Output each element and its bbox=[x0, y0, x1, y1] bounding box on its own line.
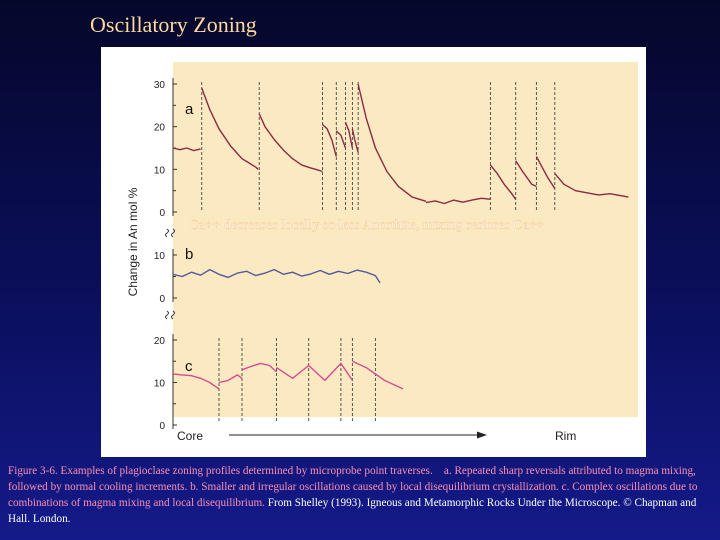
series-segment-c-2 bbox=[241, 362, 277, 373]
caption-c: c. Complex oscillations due to combinati… bbox=[8, 481, 698, 509]
series-segment-c-4 bbox=[352, 360, 404, 390]
panel-label-c: c bbox=[185, 358, 193, 375]
y-tick-label: 0 bbox=[159, 421, 165, 432]
axis-break-mark bbox=[165, 310, 175, 320]
series-segment-c-3 bbox=[276, 362, 353, 382]
chart-panels: 0 10 20 30 a 0 10 b 0 10 20 c bbox=[154, 78, 629, 432]
slide-title: Oscillatory Zoning bbox=[90, 12, 257, 37]
panel-label-b: b bbox=[185, 246, 193, 263]
caption-a: a. Repeated sharp reversals attributed t… bbox=[8, 465, 696, 493]
figure-caption: Figure 3-6. Examples of plagioclase zoni… bbox=[8, 463, 714, 527]
panel-label-a: a bbox=[185, 101, 194, 118]
y-tick-label: 10 bbox=[154, 251, 166, 262]
series-segment-a-9 bbox=[489, 164, 517, 200]
series-segment-a-3 bbox=[322, 123, 337, 157]
series-segment-a-11 bbox=[535, 156, 556, 189]
plot-background bbox=[173, 62, 638, 417]
series-segment-a-2 bbox=[258, 113, 323, 173]
panel-a: 0 10 20 30 a bbox=[154, 78, 629, 219]
series-segment-a-1 bbox=[201, 88, 259, 170]
y-tick-label: 10 bbox=[154, 165, 166, 176]
y-tick-label: 20 bbox=[154, 123, 166, 134]
series-segment-c-1 bbox=[218, 374, 243, 384]
series-segment-a-4 bbox=[335, 130, 347, 149]
caption-credit: From Shelley (1993). Igneous and Metamor… bbox=[8, 497, 697, 525]
y-tick-label: 20 bbox=[154, 336, 166, 347]
axis-break-mark bbox=[165, 228, 175, 238]
x-axis-label-rim: Rim bbox=[555, 429, 576, 443]
y-tick-label: 30 bbox=[154, 80, 166, 91]
y-tick-label: 0 bbox=[159, 294, 165, 305]
y-tick-label: 10 bbox=[154, 379, 166, 390]
series-segment-a-5 bbox=[344, 122, 354, 149]
series-segment-a-6 bbox=[351, 128, 359, 153]
series-segment-a-8 bbox=[425, 197, 491, 205]
series-segment-a-7 bbox=[357, 83, 427, 202]
caption-b: b. Smaller and irregular oscillations ca… bbox=[190, 481, 559, 493]
panel-c: 0 10 20 c bbox=[154, 334, 404, 432]
series-segment-b-0 bbox=[172, 268, 381, 284]
series-segment-a-12 bbox=[554, 173, 629, 198]
series-segment-c-0 bbox=[172, 373, 220, 390]
series-segment-a-10 bbox=[515, 160, 537, 188]
series-segment-a-0 bbox=[172, 147, 201, 152]
core-rim-arrow-head bbox=[477, 431, 487, 439]
y-tick-label: 0 bbox=[159, 208, 165, 219]
chart-annotation: Ca++ decreases locally so less Anorthite… bbox=[189, 218, 545, 233]
y-axis-label: Change in An mol % bbox=[126, 187, 140, 296]
caption-main: Figure 3-6. Examples of plagioclase zoni… bbox=[8, 465, 433, 477]
x-axis-label-core: Core bbox=[177, 429, 203, 443]
panel-b: 0 10 b bbox=[154, 246, 381, 305]
figure-panel: Change in An mol % Core Rim 0 10 20 30 a 0 10 b… bbox=[101, 47, 646, 457]
zoning-chart: Change in An mol % Core Rim 0 10 20 30 a 0 10 b… bbox=[126, 62, 638, 443]
